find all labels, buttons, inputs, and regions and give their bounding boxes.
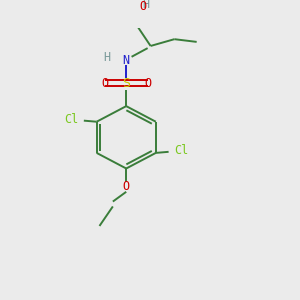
Text: O: O — [144, 76, 151, 90]
Text: H: H — [142, 0, 149, 11]
Text: N: N — [123, 54, 130, 67]
Text: H: H — [103, 51, 110, 64]
Text: O: O — [139, 0, 146, 13]
Text: Cl: Cl — [64, 113, 79, 126]
Text: Cl: Cl — [174, 144, 188, 157]
Text: O: O — [123, 180, 130, 194]
Text: O: O — [101, 76, 108, 90]
Text: S: S — [122, 76, 130, 90]
